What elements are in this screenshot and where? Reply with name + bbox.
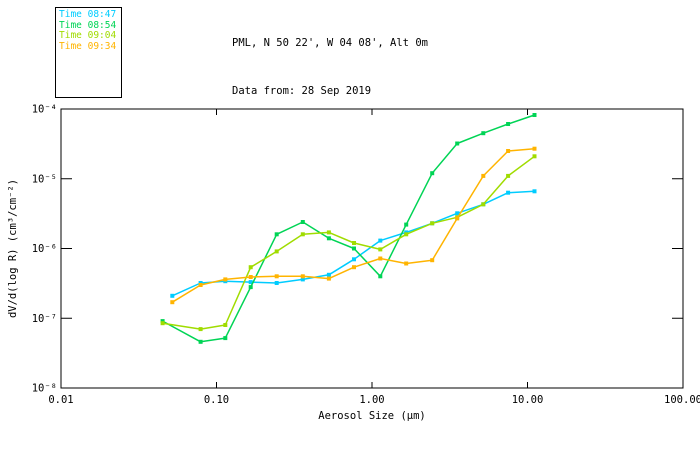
series-marker-time-09-34: [404, 261, 409, 266]
series-line-time-08-54: [162, 114, 535, 343]
series-marker-time-08-47: [170, 293, 175, 298]
series-marker-time-08-54: [430, 171, 435, 176]
series-marker-time-08-47: [326, 272, 331, 277]
series-marker-time-09-04: [300, 232, 305, 237]
series-marker-time-08-54: [404, 222, 409, 227]
x-tick-label: 100.00: [664, 394, 700, 406]
legend-box: Time 08:47 Time 08:54 Time 09:04 Time 09:34: [55, 7, 122, 98]
series-marker-time-09-04: [481, 202, 486, 207]
series-marker-time-09-34: [352, 265, 356, 270]
series-marker-time-08-47: [532, 189, 537, 194]
chart-title: PML, N 50 22', W 04 08', Alt 0m: [232, 37, 428, 49]
series-marker-time-09-34: [430, 258, 435, 263]
series-marker-time-08-47: [248, 280, 253, 285]
series-marker-time-09-34: [455, 216, 460, 221]
title-block: PML, N 50 22', W 04 08', Alt 0m Data fro…: [232, 3, 428, 131]
series-marker-time-09-04: [404, 232, 409, 237]
series-marker-time-09-04: [248, 265, 253, 270]
x-axis-label: Aerosol Size (μm): [318, 410, 425, 422]
series-marker-time-08-54: [274, 232, 279, 237]
series-marker-time-09-34: [170, 300, 175, 305]
series-marker-time-08-47: [300, 277, 305, 282]
series-marker-time-08-47: [378, 238, 383, 243]
series-marker-time-08-47: [274, 281, 279, 285]
series-marker-time-09-04: [160, 321, 165, 326]
chart-subtitle: Data from: 28 Sep 2019: [232, 85, 372, 97]
series-marker-time-08-54: [378, 274, 383, 279]
series-marker-time-09-34: [223, 277, 228, 282]
y-tick-label: 10⁻⁶: [32, 243, 57, 255]
legend-item-time-08-54: Time 08:54: [59, 19, 117, 31]
series-marker-time-08-47: [506, 190, 511, 195]
series-marker-time-09-34: [506, 149, 511, 153]
series-marker-time-09-04: [506, 173, 511, 178]
series-marker-time-08-54: [352, 246, 356, 251]
series-marker-time-08-54: [223, 336, 228, 341]
series-marker-time-08-54: [326, 236, 331, 241]
series-marker-time-09-04: [274, 249, 279, 254]
series-marker-time-09-04: [352, 241, 356, 245]
legend-item-time-09-34: Time 09:34: [59, 40, 117, 52]
series-marker-time-09-34: [300, 274, 305, 279]
series-marker-time-08-54: [532, 113, 537, 117]
y-axis-label: dV/d(log R) (cm³/cm⁻²): [7, 179, 19, 318]
y-tick-label: 10⁻⁴: [32, 104, 57, 116]
series-marker-time-08-47: [352, 257, 356, 262]
series-marker-time-09-04: [378, 247, 383, 252]
series-marker-time-08-47: [455, 211, 460, 216]
series-marker-time-09-34: [532, 146, 537, 151]
series-marker-time-08-54: [455, 141, 460, 146]
series-marker-time-09-34: [274, 274, 279, 279]
series-marker-time-08-54: [300, 220, 305, 224]
x-tick-label: 0.10: [204, 394, 229, 406]
series-marker-time-09-04: [198, 327, 203, 332]
series-marker-time-09-04: [223, 323, 228, 327]
legend-item-time-09-04: Time 09:04: [59, 30, 117, 41]
x-tick-label: 0.01: [48, 394, 73, 406]
series-marker-time-08-54: [481, 131, 486, 136]
series-marker-time-08-54: [506, 122, 511, 126]
series-marker-time-08-54: [198, 339, 203, 344]
x-tick-label: 1.00: [359, 394, 384, 406]
series-marker-time-09-34: [248, 275, 253, 279]
series-marker-time-09-34: [378, 256, 383, 261]
y-tick-label: 10⁻⁸: [32, 383, 57, 395]
series-marker-time-09-04: [430, 221, 435, 226]
y-tick-label: 10⁻⁷: [32, 313, 57, 325]
series-marker-time-09-34: [198, 283, 203, 287]
series-marker-time-08-54: [248, 285, 253, 290]
series-marker-time-09-34: [326, 276, 331, 281]
series-marker-time-09-04: [326, 230, 331, 235]
legend-item-time-08-47: Time 08:47: [59, 9, 117, 20]
series-marker-time-08-54: [160, 319, 165, 324]
axis-frame: [60, 108, 684, 389]
x-tick-label: 10.00: [512, 394, 544, 406]
series-marker-time-09-04: [532, 154, 537, 159]
y-tick-label: 10⁻⁵: [32, 173, 57, 185]
series-marker-time-09-34: [481, 173, 486, 178]
